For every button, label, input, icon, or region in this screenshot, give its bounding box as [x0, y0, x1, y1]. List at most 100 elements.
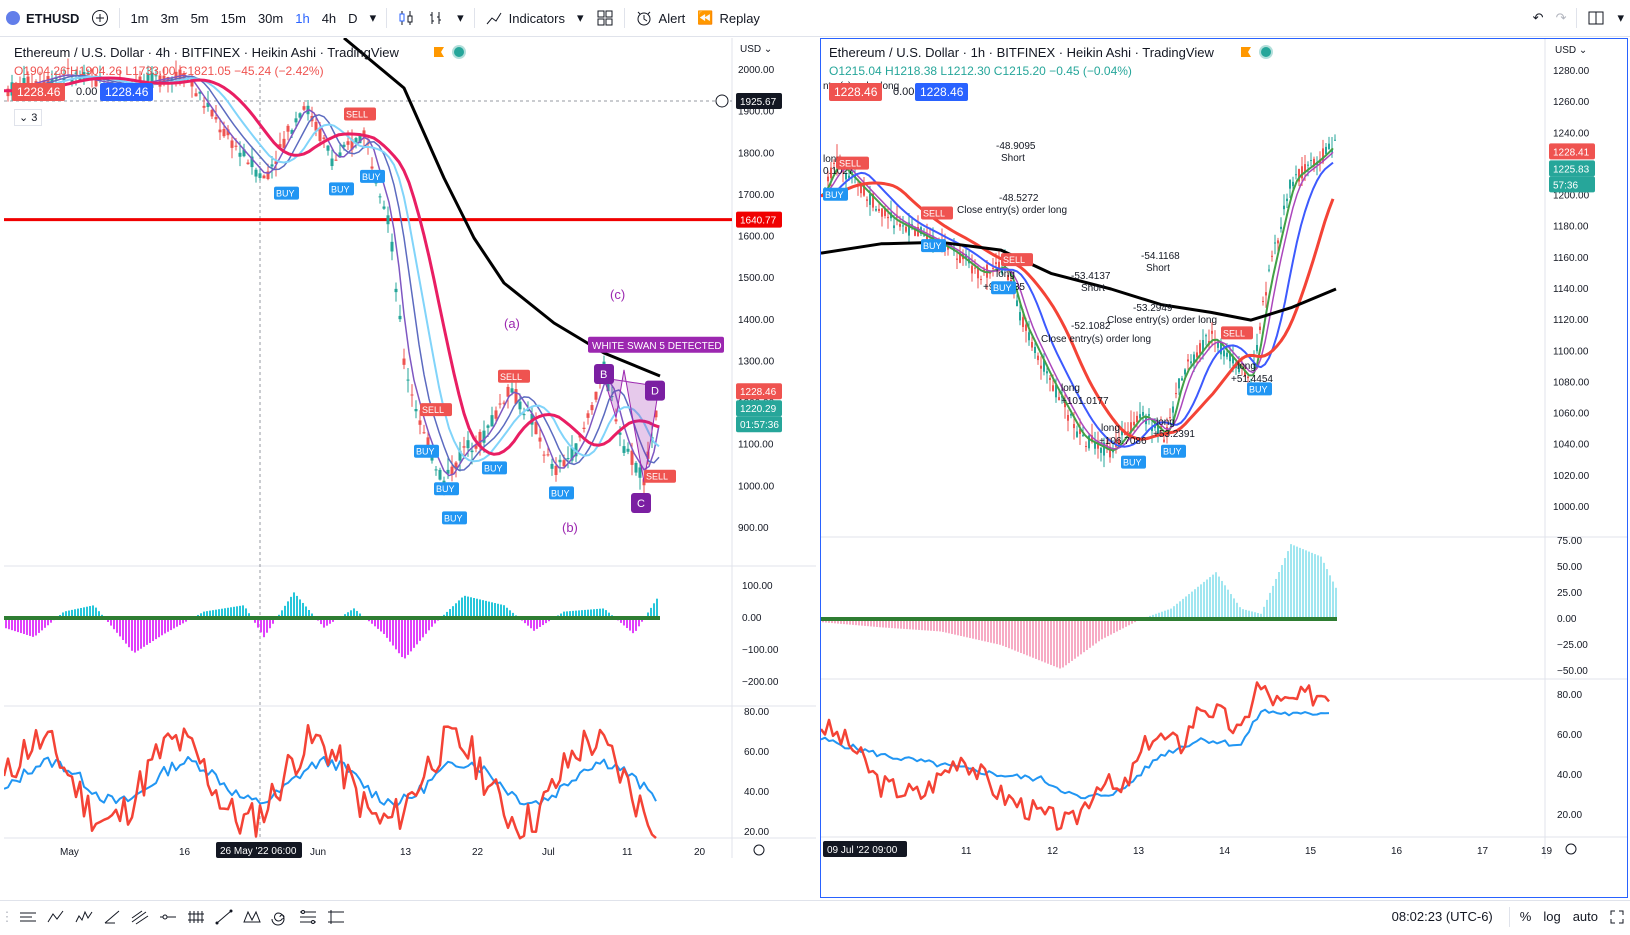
left-signal-buy: BUY	[436, 484, 455, 494]
right-candle-body	[1130, 422, 1132, 433]
right-candle-body	[863, 185, 865, 196]
left-candle-body	[470, 450, 474, 453]
horizontal-ray-tool-icon[interactable]	[154, 903, 182, 931]
bottom-toolbar: ⋮ 08:02:23 (UTC-6) % log auto	[0, 900, 1630, 932]
compare-add-icon[interactable]	[85, 0, 115, 36]
auto-toggle[interactable]: auto	[1572, 909, 1598, 924]
right-trade-note: Short	[1146, 263, 1170, 274]
left-candle-body	[534, 421, 538, 435]
right-candle-body	[1049, 377, 1051, 381]
left-settings-gear-icon	[753, 844, 765, 856]
right-candle-body	[977, 267, 979, 279]
right-trade-note: -53.4137	[1071, 271, 1111, 282]
undo-icon[interactable]: ↶	[1532, 10, 1544, 25]
right-ma-purple	[821, 151, 1334, 450]
abc-pattern-tool-icon[interactable]	[42, 903, 70, 931]
right-candle-body	[905, 226, 907, 232]
right-bid-tag[interactable]: 1228.46	[829, 83, 883, 101]
right-trade-note: long	[1237, 361, 1256, 372]
right-candle-body	[1139, 414, 1141, 419]
right-price-tick: 1000.00	[1553, 502, 1590, 513]
right-ask-tag[interactable]: 1228.46	[915, 83, 969, 101]
parallel-lines-tool-icon[interactable]	[322, 903, 350, 931]
left-candle-body	[462, 446, 466, 448]
left-bid-tag[interactable]: 1228.46	[12, 83, 66, 101]
left-collapse-button[interactable]: ⌄ 3	[14, 109, 43, 126]
right-rsi-red	[821, 681, 1330, 831]
bar-style-icon[interactable]	[421, 0, 451, 36]
fib-retracement-tool-icon[interactable]	[294, 903, 322, 931]
trend-angle-tool-icon[interactable]	[98, 903, 126, 931]
indicators-dropdown-chevron-icon[interactable]: ▾	[577, 10, 584, 25]
right-candle-body	[1034, 346, 1036, 354]
log-toggle[interactable]: log	[1543, 909, 1561, 924]
timeframe-3m[interactable]: 3m	[160, 10, 179, 26]
right-chart-canvas[interactable]: USD ⌄ 1280.00 1260.00 1240.00 12 20.00 1200.00…	[821, 39, 1627, 897]
left-signal-buy: BUY	[444, 513, 463, 523]
drag-handle-icon[interactable]: ⋮	[0, 908, 14, 924]
timeframe-1m[interactable]: 1m	[130, 10, 149, 26]
indicators-button[interactable]: Indicators	[479, 0, 571, 36]
right-candle-body	[1193, 354, 1195, 364]
left-candle-body	[638, 467, 642, 478]
symbol-search[interactable]: ETHUSD	[0, 0, 85, 36]
left-price-b-tag-bg	[736, 400, 782, 417]
right-candle-body	[1091, 435, 1093, 442]
percent-toggle[interactable]: %	[1519, 909, 1532, 924]
right-candle-body	[1322, 148, 1324, 163]
left-candle-body	[474, 445, 478, 449]
right-settings-gear-icon	[1565, 843, 1577, 855]
left-price-tick: 1600.00	[738, 232, 775, 243]
timeframe-d[interactable]: D	[348, 10, 358, 26]
timeframe-dropdown-chevron-icon[interactable]: ▾	[369, 10, 377, 25]
right-candle-body	[1025, 324, 1027, 331]
right-candle-body	[1280, 226, 1282, 229]
right-trade-note: -53.2949	[1133, 303, 1173, 314]
left-candle-body	[226, 129, 230, 136]
style-dropdown-chevron-icon[interactable]: ▾	[457, 10, 464, 25]
timeframe-30m[interactable]: 30m	[257, 10, 284, 26]
left-chart-panel[interactable]: USD ⌄ 2000.00 1900.00 1800.00 1700.00 1600.00…	[4, 38, 816, 898]
left-candle-body	[518, 401, 522, 410]
left-candle-body	[318, 128, 322, 141]
left-candle-body	[538, 437, 542, 442]
xabcd-pattern-tool-icon[interactable]	[238, 903, 266, 931]
trend-line-tool-icon[interactable]	[210, 903, 238, 931]
horizontal-lines-tool-icon[interactable]	[14, 903, 42, 931]
left-pattern-point-bg	[645, 380, 665, 401]
fullscreen-icon[interactable]	[1604, 899, 1630, 935]
right-trade-note: -48.5272	[999, 193, 1039, 204]
spiral-tool-icon[interactable]	[266, 903, 294, 931]
alert-button[interactable]: Alert	[629, 0, 692, 36]
right-chart-panel[interactable]: USD ⌄ 1280.00 1260.00 1240.00 12 20.00 1200.00…	[820, 38, 1628, 898]
redo-icon[interactable]: ↷	[1555, 10, 1567, 25]
timeframe-15m[interactable]: 15m	[220, 10, 246, 26]
right-candle-body	[1172, 406, 1174, 413]
left-signal-buy: BUY	[331, 184, 350, 194]
timeframe-4h[interactable]: 4h	[321, 10, 337, 26]
elliott-wave-tool-icon[interactable]	[70, 903, 98, 931]
left-candle-body	[154, 75, 158, 77]
left-signal-buy-bg	[549, 486, 574, 500]
left-price-tick: 1800.00	[738, 148, 775, 159]
right-candle-body	[875, 208, 877, 211]
left-ma-black	[343, 38, 661, 378]
left-candle-body	[618, 432, 622, 435]
left-ask-tag[interactable]: 1228.46	[100, 83, 154, 101]
layout-grid-icon[interactable]	[590, 0, 620, 36]
fib-channel-tool-icon[interactable]	[126, 903, 154, 931]
more-chevron-icon[interactable]: ▾	[1617, 10, 1624, 25]
right-candle-body	[1040, 365, 1042, 369]
right-signal-buy: BUY	[1249, 384, 1268, 394]
right-trade-note: long	[1156, 417, 1175, 428]
timeframe-1h[interactable]: 1h	[295, 10, 310, 26]
right-candle-body	[1178, 378, 1180, 389]
replay-button[interactable]: ⏪ Replay	[691, 0, 766, 36]
left-candle-body	[634, 462, 638, 473]
candle-style-icon[interactable]	[391, 0, 421, 36]
price-range-tool-icon[interactable]	[182, 903, 210, 931]
right-flag-icon	[1241, 47, 1251, 57]
left-chart-canvas[interactable]: USD ⌄ 2000.00 1900.00 1800.00 1700.00 1600.00…	[4, 38, 816, 898]
timeframe-5m[interactable]: 5m	[190, 10, 209, 26]
split-layout-icon[interactable]	[1581, 0, 1611, 36]
